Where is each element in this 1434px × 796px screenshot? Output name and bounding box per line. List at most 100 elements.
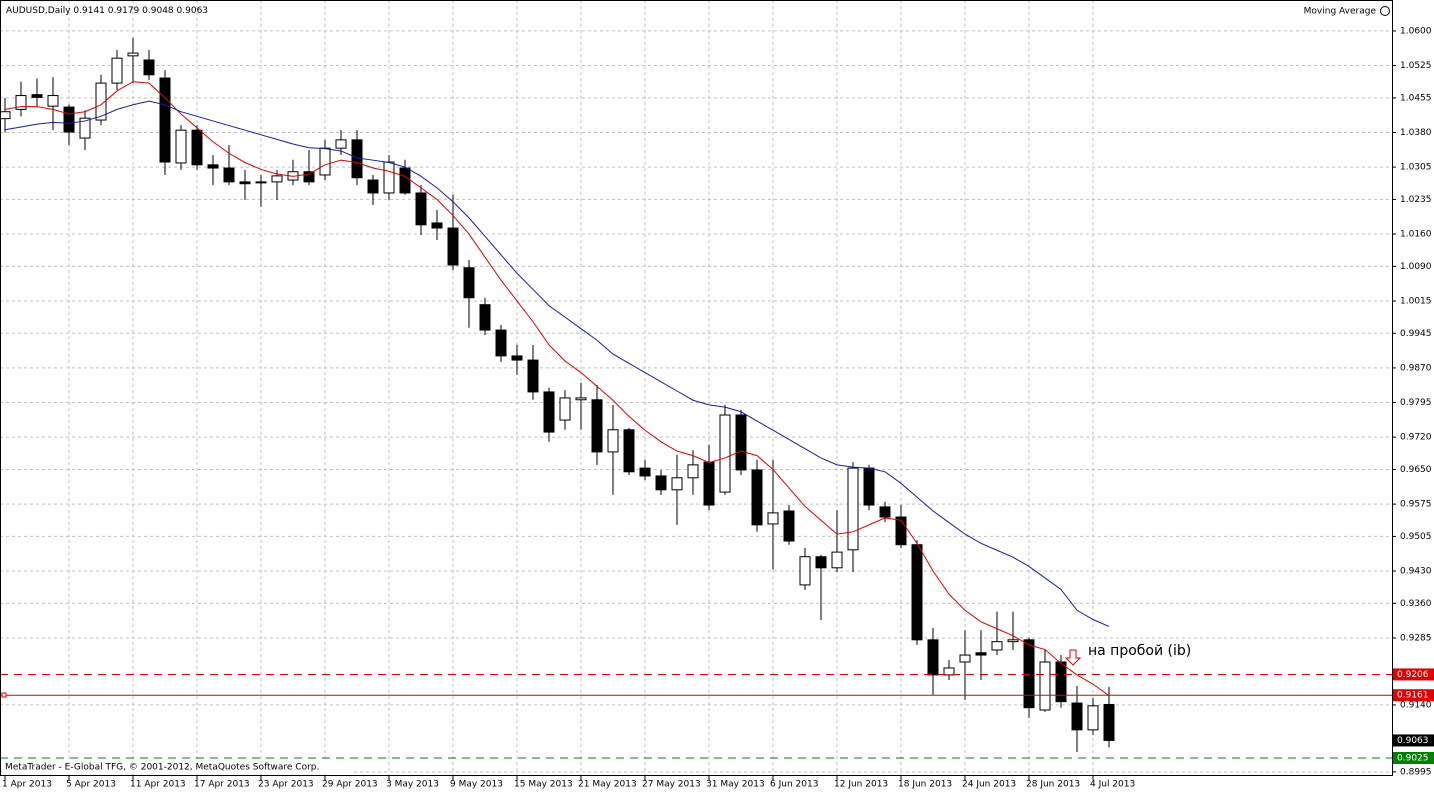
- x-tick-label: 29 Apr 2013: [322, 780, 378, 790]
- copyright-bg: [2, 760, 352, 774]
- y-tick-label: 0.9430: [1400, 567, 1432, 577]
- bear-body: [191, 129, 203, 166]
- bear-body: [623, 429, 635, 473]
- x-tick-label: 21 May 2013: [578, 780, 637, 790]
- bear-body: [159, 77, 171, 163]
- last-high: 0.9179: [108, 6, 140, 16]
- bear-body: [591, 399, 603, 453]
- grid: [0, 0, 1392, 776]
- bear-body: [495, 329, 507, 357]
- bear-body: [367, 179, 379, 194]
- y-tick-label: 0.9575: [1400, 500, 1432, 510]
- x-tick-label: 28 Jun 2013: [1026, 780, 1080, 790]
- x-tick-label: 23 Apr 2013: [258, 780, 314, 790]
- annotation-arrow: [1064, 649, 1082, 666]
- bull-body: [79, 117, 91, 139]
- moving-average: [4, 100, 1110, 627]
- bull-body: [1039, 661, 1051, 711]
- bear-body: [479, 304, 491, 331]
- price-label-bg: [1393, 734, 1434, 747]
- y-tick-label: 1.0600: [1400, 26, 1432, 36]
- bear-body: [895, 516, 907, 546]
- bear-body: [703, 461, 715, 506]
- x-tick-label: 9 May 2013: [450, 780, 503, 790]
- x-tick-label: 3 May 2013: [386, 780, 439, 790]
- y-tick-label: 0.8995: [1400, 767, 1432, 777]
- bear-body: [207, 164, 219, 169]
- price-labels: 1.0600 1.0525 1.0455 1.0380 1.0305 1.0235 1.01…: [2, 26, 1434, 790]
- bear-body: [239, 181, 251, 185]
- y-tick-label: 1.0160: [1400, 230, 1432, 240]
- bull-body: [575, 397, 587, 401]
- y-tick-label: 0.9360: [1400, 599, 1432, 609]
- bear-body: [1071, 702, 1083, 731]
- bear-body: [639, 467, 651, 477]
- bull-body: [383, 161, 395, 194]
- x-tick-label: 15 May 2013: [514, 780, 573, 790]
- y-tick-label: 0.9505: [1400, 532, 1432, 542]
- x-tick-label: 27 May 2013: [642, 780, 701, 790]
- bull-body: [799, 556, 811, 586]
- last-open: 0.9141: [73, 6, 105, 16]
- bear-body: [415, 192, 427, 226]
- bull-body: [1007, 639, 1019, 643]
- bull-body: [559, 397, 571, 421]
- level-label: 0.9025: [1397, 753, 1429, 763]
- bull-body: [95, 82, 107, 121]
- bear-body: [1055, 661, 1067, 703]
- y-tick-label: 1.0235: [1400, 195, 1432, 205]
- bull-body: [335, 139, 347, 149]
- bear-body: [863, 467, 875, 506]
- bear-body: [463, 267, 475, 299]
- y-tick-label: 0.9945: [1400, 329, 1432, 339]
- bear-body: [927, 639, 939, 676]
- indicator-close-icon[interactable]: [1380, 6, 1390, 16]
- bull-body: [847, 467, 859, 551]
- plot-frame: [0, 0, 1393, 776]
- bull-body: [767, 512, 779, 525]
- x-tick-label: 17 Apr 2013: [194, 780, 250, 790]
- y-tick-label: 0.9140: [1400, 700, 1432, 710]
- y-tick-label: 0.9285: [1400, 633, 1432, 643]
- bear-body: [1023, 639, 1035, 709]
- bull-body: [271, 175, 283, 183]
- level-handle[interactable]: [1, 692, 7, 698]
- y-tick-label: 1.0525: [1400, 61, 1432, 71]
- bear-body: [783, 510, 795, 542]
- bear-body: [879, 506, 891, 518]
- y-tick-label: 1.0455: [1400, 93, 1432, 103]
- bear-body: [511, 355, 523, 361]
- level-label-bg: [1393, 668, 1434, 681]
- x-tick-label: 1 Apr 2013: [2, 780, 52, 790]
- y-tick-label: 1.0305: [1400, 163, 1432, 173]
- bull-body: [127, 52, 139, 57]
- bear-body: [63, 106, 75, 133]
- bear-body: [751, 469, 763, 526]
- level-label: 0.9206: [1397, 670, 1429, 680]
- annotation: на пробой (ib): [1088, 643, 1191, 659]
- x-tick-label: 31 May 2013: [706, 780, 765, 790]
- bear-body: [447, 227, 459, 266]
- copyright: MetaTrader - E-Global TFG, © 2001-2012, …: [5, 763, 319, 773]
- bear-body: [399, 167, 411, 194]
- bull-body: [671, 477, 683, 491]
- bear-body: [431, 222, 443, 229]
- bull-body: [687, 464, 699, 479]
- bull-body: [175, 129, 187, 164]
- y-tick-label: 0.9870: [1400, 363, 1432, 373]
- bull-body: [0, 111, 11, 120]
- y-tick-label: 1.0380: [1400, 128, 1432, 138]
- level-label: 0.9161: [1397, 691, 1429, 701]
- bull-body: [943, 667, 955, 676]
- bull-body: [47, 95, 59, 107]
- x-tick-label: 18 Jun 2013: [898, 780, 952, 790]
- bear-body: [31, 94, 43, 98]
- bull-body: [719, 414, 731, 493]
- bear-body: [911, 544, 923, 641]
- bear-body: [223, 167, 235, 183]
- level-label-bg: [1393, 751, 1434, 764]
- x-tick-label: 4 Jul 2013: [1090, 780, 1135, 790]
- y-tick-label: 1.0090: [1400, 262, 1432, 272]
